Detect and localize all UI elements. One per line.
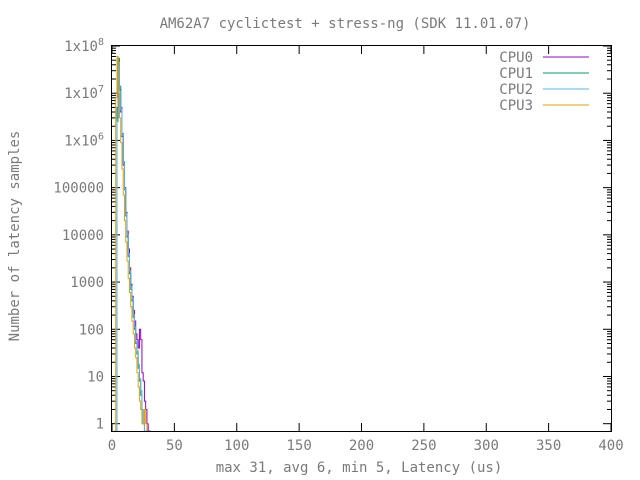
y-tick-label: 1x108 bbox=[64, 37, 104, 55]
y-tick-label: 1x107 bbox=[64, 84, 104, 102]
y-tick-label: 1000 bbox=[70, 275, 104, 291]
y-tick-label: 100 bbox=[79, 322, 104, 338]
series-lines bbox=[114, 55, 151, 432]
plot-frame bbox=[111, 45, 612, 432]
x-tick-label: 400 bbox=[598, 438, 623, 454]
x-axis-label: max 31, avg 6, min 5, Latency (us) bbox=[216, 460, 503, 476]
x-tick-label: 200 bbox=[349, 438, 374, 454]
legend-label-cpu0: CPU0 bbox=[499, 50, 533, 66]
y-axis-label: Number of latency samples bbox=[7, 131, 23, 342]
chart-title: AM62A7 cyclictest + stress-ng (SDK 11.01… bbox=[160, 16, 531, 32]
legend-label-cpu1: CPU1 bbox=[499, 66, 533, 82]
series-line-cpu2 bbox=[115, 61, 149, 432]
x-tick-label: 150 bbox=[286, 438, 311, 454]
axis-ticks: 0 50 100 150 200 250 300 350 400 1 10 100 1000 10000 1… bbox=[53, 37, 623, 454]
x-tick-label: 0 bbox=[108, 438, 116, 454]
x-tick-label: 300 bbox=[474, 438, 499, 454]
y-tick-label: 1 bbox=[96, 417, 104, 433]
series-line-cpu0 bbox=[115, 59, 151, 432]
y-tick-label: 100000 bbox=[53, 181, 104, 197]
x-tick-label: 350 bbox=[536, 438, 561, 454]
series-line-cpu3 bbox=[114, 55, 149, 432]
y-tick-label: 10 bbox=[87, 369, 104, 385]
x-tick-label: 50 bbox=[166, 438, 183, 454]
x-tick-label: 250 bbox=[411, 438, 436, 454]
x-tick-label: 100 bbox=[224, 438, 249, 454]
y-tick-label: 10000 bbox=[62, 228, 104, 244]
legend-label-cpu2: CPU2 bbox=[499, 82, 533, 98]
legend-label-cpu3: CPU3 bbox=[499, 98, 533, 114]
y-tick-label: 1x106 bbox=[64, 131, 104, 149]
